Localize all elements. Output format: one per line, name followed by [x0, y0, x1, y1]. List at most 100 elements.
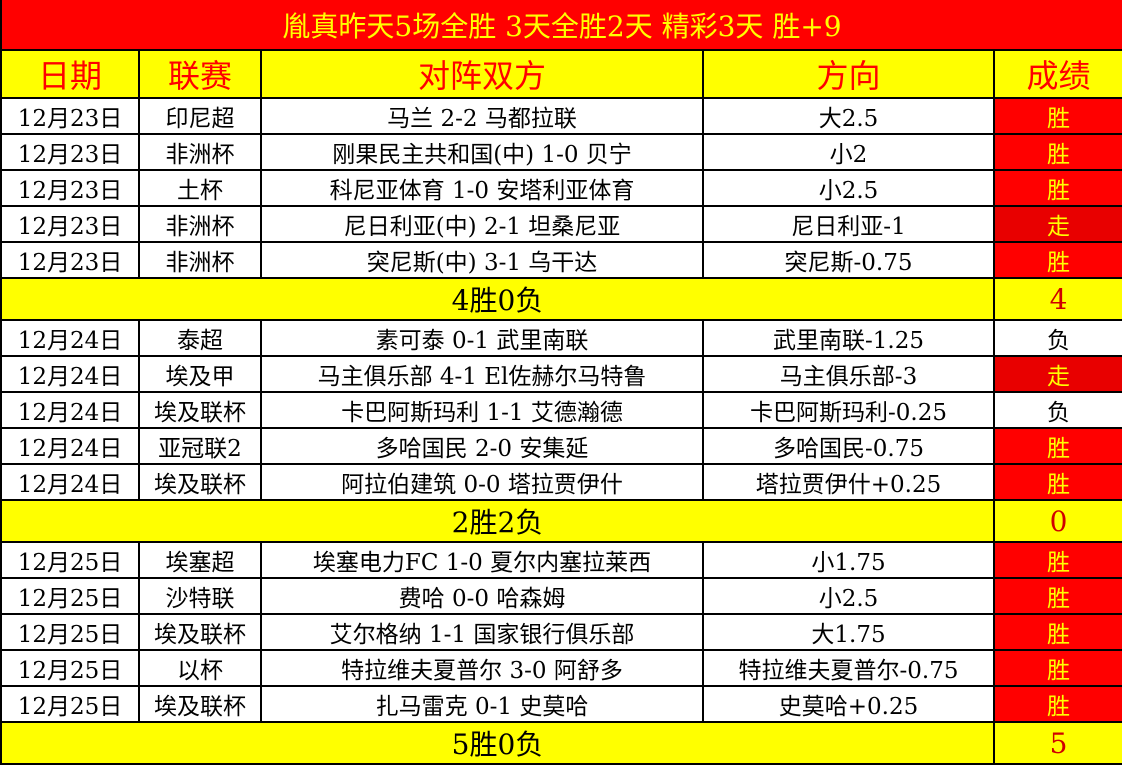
cell-date: 12月25日	[0, 541, 140, 579]
table-row: 12月23日 非洲杯 突尼斯(中) 3-1 乌干达 突尼斯-0.75 胜	[0, 241, 1122, 279]
cell-result: 胜	[993, 649, 1122, 687]
cell-result: 胜	[993, 241, 1122, 279]
table-row: 12月24日 亚冠联2 多哈国民 2-0 安集延 多哈国民-0.75 胜	[0, 427, 1122, 465]
cell-match: 特拉维夫夏普尔 3-0 阿舒多	[260, 649, 704, 687]
cell-pick: 小2	[702, 133, 995, 171]
table-row: 12月25日 以杯 特拉维夫夏普尔 3-0 阿舒多 特拉维夫夏普尔-0.75 胜	[0, 649, 1122, 687]
summary-text: 2胜2负	[0, 499, 995, 543]
cell-league: 沙特联	[138, 577, 262, 615]
title-row: 胤真昨天5场全胜 3天全胜2天 精彩3天 胜+9	[0, 0, 1122, 51]
cell-date: 12月23日	[0, 205, 140, 243]
cell-result: 胜	[993, 577, 1122, 615]
header-match: 对阵双方	[260, 49, 704, 99]
cell-pick: 塔拉贾伊什+0.25	[702, 463, 995, 501]
cell-date: 12月24日	[0, 427, 140, 465]
table-row: 12月24日 埃及联杯 阿拉伯建筑 0-0 塔拉贾伊什 塔拉贾伊什+0.25 胜	[0, 463, 1122, 501]
summary-score: 4	[993, 277, 1122, 321]
cell-pick: 大1.75	[702, 613, 995, 651]
cell-league: 土杯	[138, 169, 262, 207]
table-row: 12月23日 土杯 科尼亚体育 1-0 安塔利亚体育 小2.5 胜	[0, 169, 1122, 207]
cell-match: 费哈 0-0 哈森姆	[260, 577, 704, 615]
cell-league: 非洲杯	[138, 241, 262, 279]
cell-pick: 大2.5	[702, 97, 995, 135]
cell-league: 亚冠联2	[138, 427, 262, 465]
cell-pick: 尼日利亚-1	[702, 205, 995, 243]
cell-match: 尼日利亚(中) 2-1 坦桑尼亚	[260, 205, 704, 243]
cell-result: 胜	[993, 97, 1122, 135]
summary-row: 5胜0负 5	[0, 721, 1122, 765]
cell-league: 以杯	[138, 649, 262, 687]
cell-date: 12月24日	[0, 463, 140, 501]
cell-result: 走	[993, 205, 1122, 243]
cell-match: 刚果民主共和国(中) 1-0 贝宁	[260, 133, 704, 171]
cell-match: 科尼亚体育 1-0 安塔利亚体育	[260, 169, 704, 207]
page-title: 胤真昨天5场全胜 3天全胜2天 精彩3天 胜+9	[0, 0, 1122, 51]
cell-match: 多哈国民 2-0 安集延	[260, 427, 704, 465]
cell-match: 马主俱乐部 4-1 El佐赫尔马特鲁	[260, 355, 704, 393]
cell-date: 12月25日	[0, 685, 140, 723]
cell-result: 胜	[993, 463, 1122, 501]
cell-result: 负	[993, 319, 1122, 357]
summary-score: 0	[993, 499, 1122, 543]
header-pick: 方向	[702, 49, 995, 99]
cell-match: 埃塞电力FC 1-0 夏尔内塞拉莱西	[260, 541, 704, 579]
table-row: 12月25日 埃及联杯 艾尔格纳 1-1 国家银行俱乐部 大1.75 胜	[0, 613, 1122, 651]
cell-date: 12月24日	[0, 355, 140, 393]
cell-date: 12月23日	[0, 169, 140, 207]
cell-league: 印尼超	[138, 97, 262, 135]
header-date: 日期	[0, 49, 140, 99]
cell-result: 走	[993, 355, 1122, 393]
cell-pick: 多哈国民-0.75	[702, 427, 995, 465]
table-row: 12月23日 非洲杯 尼日利亚(中) 2-1 坦桑尼亚 尼日利亚-1 走	[0, 205, 1122, 243]
cell-match: 艾尔格纳 1-1 国家银行俱乐部	[260, 613, 704, 651]
cell-pick: 小2.5	[702, 577, 995, 615]
cell-pick: 武里南联-1.25	[702, 319, 995, 357]
cell-date: 12月23日	[0, 241, 140, 279]
cell-result: 胜	[993, 685, 1122, 723]
cell-match: 卡巴阿斯玛利 1-1 艾德瀚德	[260, 391, 704, 429]
table-row: 12月24日 埃及联杯 卡巴阿斯玛利 1-1 艾德瀚德 卡巴阿斯玛利-0.25 负	[0, 391, 1122, 429]
cell-date: 12月23日	[0, 97, 140, 135]
table-row: 12月25日 埃及联杯 扎马雷克 0-1 史莫哈 史莫哈+0.25 胜	[0, 685, 1122, 723]
summary-row: 4胜0负 4	[0, 277, 1122, 321]
cell-pick: 卡巴阿斯玛利-0.25	[702, 391, 995, 429]
table-row: 12月25日 埃塞超 埃塞电力FC 1-0 夏尔内塞拉莱西 小1.75 胜	[0, 541, 1122, 579]
cell-league: 埃及联杯	[138, 613, 262, 651]
cell-result: 胜	[993, 427, 1122, 465]
cell-match: 马兰 2-2 马都拉联	[260, 97, 704, 135]
cell-result: 胜	[993, 169, 1122, 207]
header-league: 联赛	[138, 49, 262, 99]
cell-date: 12月24日	[0, 319, 140, 357]
cell-match: 阿拉伯建筑 0-0 塔拉贾伊什	[260, 463, 704, 501]
cell-league: 埃及联杯	[138, 463, 262, 501]
cell-match: 扎马雷克 0-1 史莫哈	[260, 685, 704, 723]
summary-text: 5胜0负	[0, 721, 995, 765]
header-result: 成绩	[993, 49, 1122, 99]
summary-row: 2胜2负 0	[0, 499, 1122, 543]
cell-result: 胜	[993, 613, 1122, 651]
summary-score: 5	[993, 721, 1122, 765]
cell-result: 负	[993, 391, 1122, 429]
cell-league: 埃及甲	[138, 355, 262, 393]
cell-league: 埃及联杯	[138, 391, 262, 429]
cell-league: 埃塞超	[138, 541, 262, 579]
cell-date: 12月23日	[0, 133, 140, 171]
cell-date: 12月25日	[0, 613, 140, 651]
summary-text: 4胜0负	[0, 277, 995, 321]
cell-pick: 史莫哈+0.25	[702, 685, 995, 723]
cell-match: 突尼斯(中) 3-1 乌干达	[260, 241, 704, 279]
cell-league: 非洲杯	[138, 205, 262, 243]
table-row: 12月23日 非洲杯 刚果民主共和国(中) 1-0 贝宁 小2 胜	[0, 133, 1122, 171]
cell-pick: 马主俱乐部-3	[702, 355, 995, 393]
cell-date: 12月25日	[0, 649, 140, 687]
table-row: 12月24日 泰超 素可泰 0-1 武里南联 武里南联-1.25 负	[0, 319, 1122, 357]
cell-pick: 特拉维夫夏普尔-0.75	[702, 649, 995, 687]
header-row: 日期 联赛 对阵双方 方向 成绩	[0, 49, 1122, 99]
cell-date: 12月25日	[0, 577, 140, 615]
table-row: 12月23日 印尼超 马兰 2-2 马都拉联 大2.5 胜	[0, 97, 1122, 135]
cell-pick: 突尼斯-0.75	[702, 241, 995, 279]
cell-date: 12月24日	[0, 391, 140, 429]
cell-league: 埃及联杯	[138, 685, 262, 723]
cell-match: 素可泰 0-1 武里南联	[260, 319, 704, 357]
